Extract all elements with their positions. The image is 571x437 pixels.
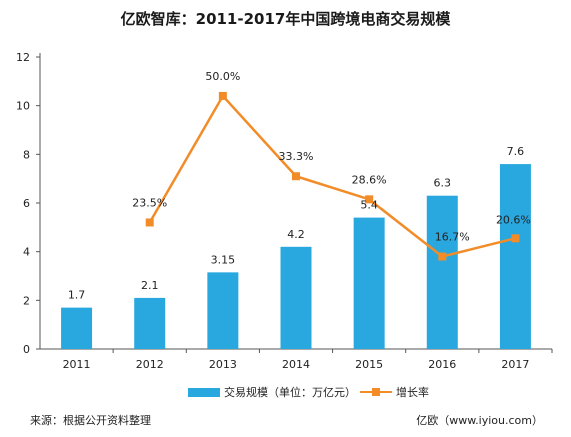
y-tick-label: 10 xyxy=(16,100,30,113)
growth-line xyxy=(148,93,516,258)
x-tick-label: 2013 xyxy=(209,358,237,371)
legend-bar-label: 交易规模（单位：万亿元） xyxy=(224,386,356,399)
growth-value-label: 23.5% xyxy=(132,196,167,209)
y-tick-label: 12 xyxy=(16,51,30,64)
x-tick-label: 2011 xyxy=(63,358,91,371)
y-tick-label: 4 xyxy=(23,246,30,259)
bar-value-label: 4.2 xyxy=(287,228,305,241)
bar xyxy=(280,246,312,349)
legend-line-label: 增长率 xyxy=(396,386,429,399)
bar xyxy=(134,297,166,349)
bar xyxy=(426,195,458,349)
x-tick-label: 2015 xyxy=(355,358,383,371)
bar xyxy=(61,307,93,349)
x-tick-label: 2017 xyxy=(501,358,529,371)
growth-value-label: 33.3% xyxy=(279,150,314,163)
growth-marker xyxy=(145,218,154,227)
bar xyxy=(499,164,531,349)
y-tick-label: 2 xyxy=(23,294,30,307)
growth-marker xyxy=(511,234,520,243)
bar-series xyxy=(61,164,531,349)
growth-marker xyxy=(218,91,227,100)
legend-item-line: 增长率 xyxy=(360,384,429,400)
x-tick-label: 2014 xyxy=(282,358,310,371)
bar-value-label: 3.15 xyxy=(211,253,236,266)
bar-value-label: 1.7 xyxy=(68,289,86,302)
growth-value-label: 50.0% xyxy=(205,70,240,83)
data-labels: 1.7 2.1 3.15 4.2 5.4 6.3 7.6 23.5% 50.0% 33.3% 28.… xyxy=(68,70,531,302)
chart-axes: 0 2 4 6 8 10 12 2011 2012 2013 2014 2015 2016 2017 xyxy=(16,51,553,371)
bar xyxy=(207,272,239,349)
bar-value-label: 7.6 xyxy=(507,145,525,158)
y-tick-label: 8 xyxy=(23,148,30,161)
legend: 交易规模（单位：万亿元） 增长率 xyxy=(0,384,571,400)
source-note: 来源：根据公开资料整理 xyxy=(30,414,151,427)
growth-value-label: 16.7% xyxy=(435,231,470,244)
brand-note: 亿欧（www.iyiou.com） xyxy=(416,414,543,427)
legend-item-bar: 交易规模（单位：万亿元） xyxy=(188,384,356,400)
chart-title: 亿欧智库：2011-2017年中国跨境电商交易规模 xyxy=(120,10,451,28)
bar-value-label: 6.3 xyxy=(434,177,452,190)
y-tick-label: 6 xyxy=(23,197,30,210)
x-tick-label: 2012 xyxy=(136,358,164,371)
bar-value-label: 5.4 xyxy=(360,199,378,212)
legend-bar-swatch xyxy=(188,387,220,397)
x-tick-label: 2016 xyxy=(428,358,456,371)
y-tick-label: 0 xyxy=(23,343,30,356)
bar-value-label: 2.1 xyxy=(141,279,159,292)
growth-marker xyxy=(438,252,447,261)
legend-line-swatch xyxy=(360,387,392,397)
growth-marker xyxy=(365,195,374,204)
growth-marker xyxy=(292,172,300,181)
growth-line-series xyxy=(145,91,520,261)
growth-value-label: 20.6% xyxy=(496,213,531,226)
growth-value-label: 28.6% xyxy=(352,173,387,186)
bar xyxy=(353,217,385,349)
